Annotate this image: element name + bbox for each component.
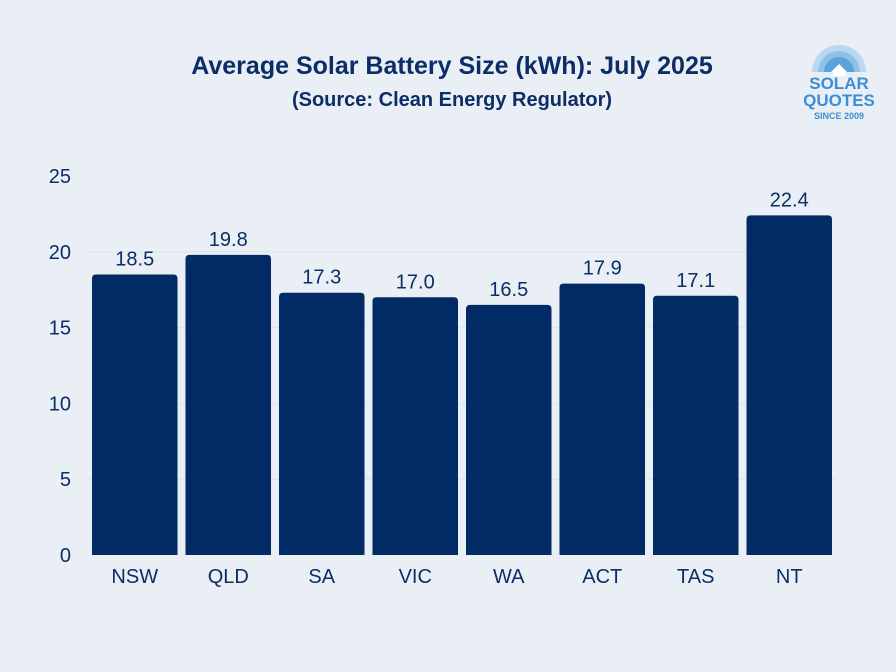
y-tick-label: 25 [49,166,71,188]
category-label: WA [493,566,525,588]
bar-nt [746,215,832,555]
solarquotes-logo: SOLAR QUOTES SINCE 2009 [804,45,874,121]
y-axis-ticks: 0 5 10 15 20 25 [49,166,71,567]
bar-sa [279,292,365,555]
category-label: QLD [208,566,249,588]
y-tick-label: 20 [49,242,71,264]
category-label: TAS [677,566,714,588]
logo-line2: QUOTES [804,91,874,110]
bar-act [559,283,645,555]
category-label: NSW [111,566,158,588]
bar-tas [653,295,739,555]
y-tick-label: 0 [60,545,71,567]
house-icon [831,64,847,76]
y-tick-label: 5 [60,469,71,491]
category-label: NT [776,566,803,588]
bar-vic [372,297,458,555]
value-labels: 18.5 19.8 17.3 17.0 16.5 17.9 17.1 22.4 [115,189,808,300]
bar-wa [466,304,552,555]
value-label: 22.4 [770,189,809,211]
category-label: SA [308,566,335,588]
value-label: 19.8 [209,229,248,251]
sun-rays-icon [812,45,866,72]
chart-title: Average Solar Battery Size (kWh): July 2… [191,52,713,80]
value-label: 18.5 [115,249,154,271]
value-label: 17.3 [302,267,341,289]
y-tick-label: 10 [49,393,71,415]
chart-subtitle: (Source: Clean Energy Regulator) [291,89,613,111]
category-label: VIC [399,566,432,588]
logo-line3: SINCE 2009 [814,111,864,121]
logo-line1: SOLAR [809,74,869,93]
bars [92,215,832,555]
value-label: 17.9 [583,258,622,280]
value-label: 17.0 [396,271,435,293]
y-tick-label: 15 [49,318,71,340]
value-label: 17.1 [676,270,715,292]
bar-nsw [92,274,178,555]
bar-qld [185,254,271,555]
category-labels: NSW QLD SA VIC WA ACT TAS NT [111,566,802,588]
value-label: 16.5 [489,279,528,301]
category-label: ACT [582,566,622,588]
